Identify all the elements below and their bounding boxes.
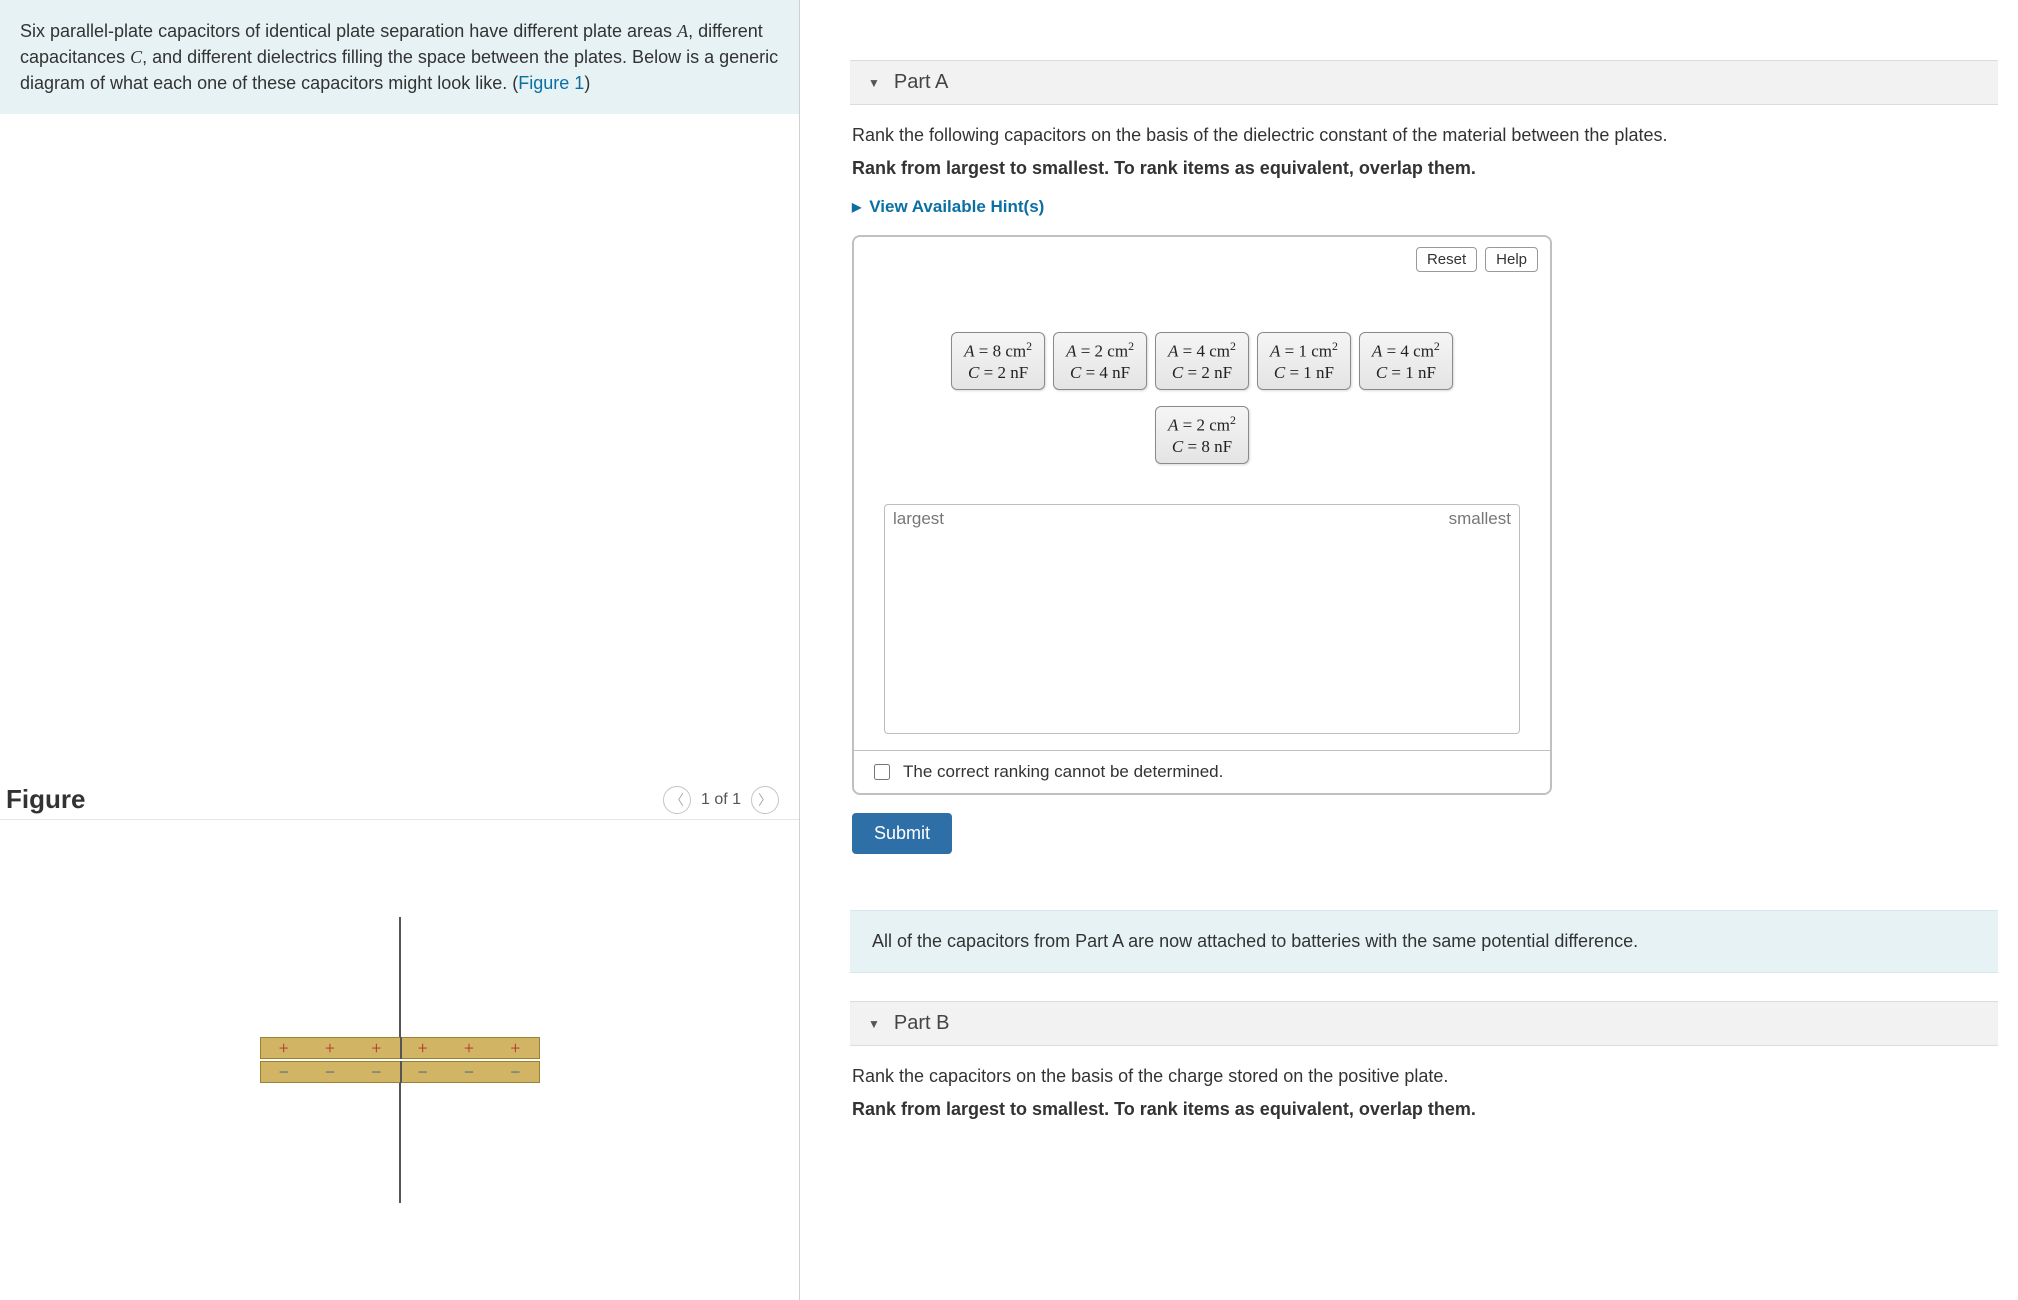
zone-label-smallest: smallest <box>1449 509 1511 529</box>
triangle-right-icon: ▶ <box>852 200 861 214</box>
ranking-widget: Reset Help A = 8 cm2C = 2 nFA = 2 cm2C =… <box>852 235 1552 795</box>
figure-next-button[interactable]: 〉 <box>751 786 779 814</box>
chevron-left-icon: 〈 <box>670 790 684 810</box>
figure-title: Figure <box>6 784 85 815</box>
negative-plate: −−− −−− <box>260 1061 540 1083</box>
part-a-instruction-1: Rank the following capacitors on the bas… <box>852 125 1998 146</box>
cannot-determine-row: The correct ranking cannot be determined… <box>854 750 1550 793</box>
part-b-header[interactable]: ▼ Part B <box>850 1001 1998 1046</box>
caret-down-icon: ▼ <box>868 1017 880 1031</box>
caret-down-icon: ▼ <box>868 76 880 90</box>
wire-top <box>399 917 401 1037</box>
hints-label: View Available Hint(s) <box>869 197 1044 217</box>
ranking-item[interactable]: A = 8 cm2C = 2 nF <box>951 332 1045 390</box>
wire-bottom <box>399 1083 401 1203</box>
intro-text: Six parallel-plate capacitors of identic… <box>20 21 677 41</box>
between-parts-note: All of the capacitors from Part A are no… <box>850 910 1998 973</box>
figure-prev-button[interactable]: 〈 <box>663 786 691 814</box>
submit-button[interactable]: Submit <box>852 813 952 854</box>
ranking-item[interactable]: A = 2 cm2C = 8 nF <box>1155 406 1249 464</box>
ranking-item[interactable]: A = 1 cm2C = 1 nF <box>1257 332 1351 390</box>
part-a-label: Part A <box>894 71 948 94</box>
ranking-item[interactable]: A = 4 cm2C = 2 nF <box>1155 332 1249 390</box>
capacitor-diagram: +++ +++ −−− −−− <box>260 1037 540 1083</box>
chevron-right-icon: 〉 <box>758 790 772 810</box>
positive-plate: +++ +++ <box>260 1037 540 1059</box>
view-hints-link[interactable]: ▶ View Available Hint(s) <box>852 197 1998 217</box>
reset-button[interactable]: Reset <box>1416 247 1477 272</box>
figure-header: Figure 〈 1 of 1 〉 <box>0 776 799 820</box>
part-b-label: Part B <box>894 1012 950 1035</box>
help-button[interactable]: Help <box>1485 247 1538 272</box>
figure-body: +++ +++ −−− −−− <box>0 820 799 1300</box>
cannot-determine-label: The correct ranking cannot be determined… <box>903 762 1223 782</box>
problem-intro: Six parallel-plate capacitors of identic… <box>0 0 799 114</box>
ranking-item[interactable]: A = 4 cm2C = 1 nF <box>1359 332 1453 390</box>
zone-label-largest: largest <box>893 509 944 529</box>
part-a-header[interactable]: ▼ Part A <box>850 60 1998 105</box>
ranking-drop-zone[interactable]: largest smallest <box>884 504 1520 734</box>
cannot-determine-checkbox[interactable] <box>874 764 890 780</box>
figure-link[interactable]: Figure 1 <box>518 73 584 93</box>
part-a-instruction-2: Rank from largest to smallest. To rank i… <box>852 158 1998 179</box>
figure-counter: 1 of 1 <box>701 791 741 809</box>
part-b-instruction-2: Rank from largest to smallest. To rank i… <box>852 1099 1998 1120</box>
intro-var-C: C <box>130 47 142 67</box>
ranking-item[interactable]: A = 2 cm2C = 4 nF <box>1053 332 1147 390</box>
ranking-items-pool: A = 8 cm2C = 2 nFA = 2 cm2C = 4 nFA = 4 … <box>854 272 1550 484</box>
intro-var-A: A <box>677 21 688 41</box>
part-b-instruction-1: Rank the capacitors on the basis of the … <box>852 1066 1998 1087</box>
intro-text: ) <box>584 73 590 93</box>
